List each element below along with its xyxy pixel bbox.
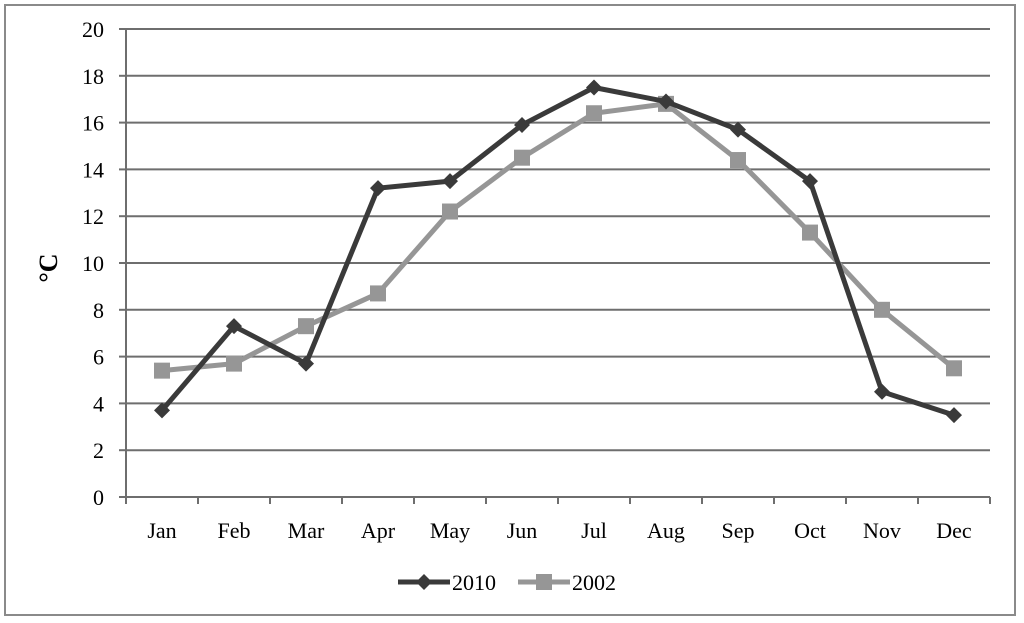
data-point [874,383,890,400]
x-tick-label: Aug [647,518,685,543]
data-point [154,402,170,419]
legend-label: 2002 [572,570,616,595]
legend-label: 2010 [452,570,496,595]
x-tick-label: Oct [794,518,826,543]
legend-item-2002: 2002 [518,570,616,595]
y-tick-label: 6 [93,345,104,370]
series-2010 [154,79,962,424]
y-tick-label: 14 [82,157,104,182]
data-point [226,318,242,335]
data-point [586,79,602,96]
data-point [802,224,818,241]
y-tick-label: 0 [93,485,104,510]
data-point [730,152,746,169]
data-point [586,105,602,122]
data-point [370,180,386,197]
y-tick-labels: 0 2 4 6 8 10 12 14 16 18 20 [82,17,104,510]
x-tick-label: Apr [361,518,396,543]
y-tick-label: 8 [93,298,104,323]
y-tick-label: 16 [82,111,104,136]
x-tick-label: Jul [581,518,607,543]
x-tick-label: Nov [863,518,901,543]
data-point [514,149,530,166]
legend-item-2010: 2010 [398,570,496,595]
x-tick-label: Feb [218,518,251,543]
y-tick-label: 2 [93,438,104,463]
data-point [946,407,962,424]
y-tick-label: 18 [82,64,104,89]
data-point [442,203,458,220]
data-point [298,355,314,372]
y-tick-label: 12 [82,204,104,229]
y-tick-label: 20 [82,17,104,42]
data-point [442,173,458,190]
x-tick-label: Mar [288,518,325,543]
x-tick-label: Sep [722,518,755,543]
x-tick-label: Jan [147,518,176,543]
y-tick-label: 10 [82,251,104,276]
data-point [226,355,242,372]
series-group [154,79,962,424]
y-tick-label: 4 [93,391,104,416]
x-tick-label: Dec [936,518,972,543]
series-line [161,101,956,374]
data-point [154,362,170,379]
data-point [730,121,746,138]
y-axis-label: °C [34,253,63,282]
axes [119,28,991,504]
data-point [370,285,386,302]
series-line [160,85,955,418]
data-point [802,173,818,190]
gridlines [126,28,990,452]
x-tick-labels: Jan Feb Mar Apr May Jun Jul Aug Sep Oct Nov Dec [147,518,972,543]
legend-marker [416,574,432,590]
data-point [946,360,962,377]
data-point [514,116,530,133]
data-point [874,301,890,318]
data-point [658,93,674,110]
x-tick-label: Jun [507,518,538,543]
x-tick-label: May [430,518,470,543]
legend-marker [536,574,552,590]
legend: 2010 2002 [398,570,616,595]
data-point [298,318,314,335]
series-2002 [154,95,962,379]
